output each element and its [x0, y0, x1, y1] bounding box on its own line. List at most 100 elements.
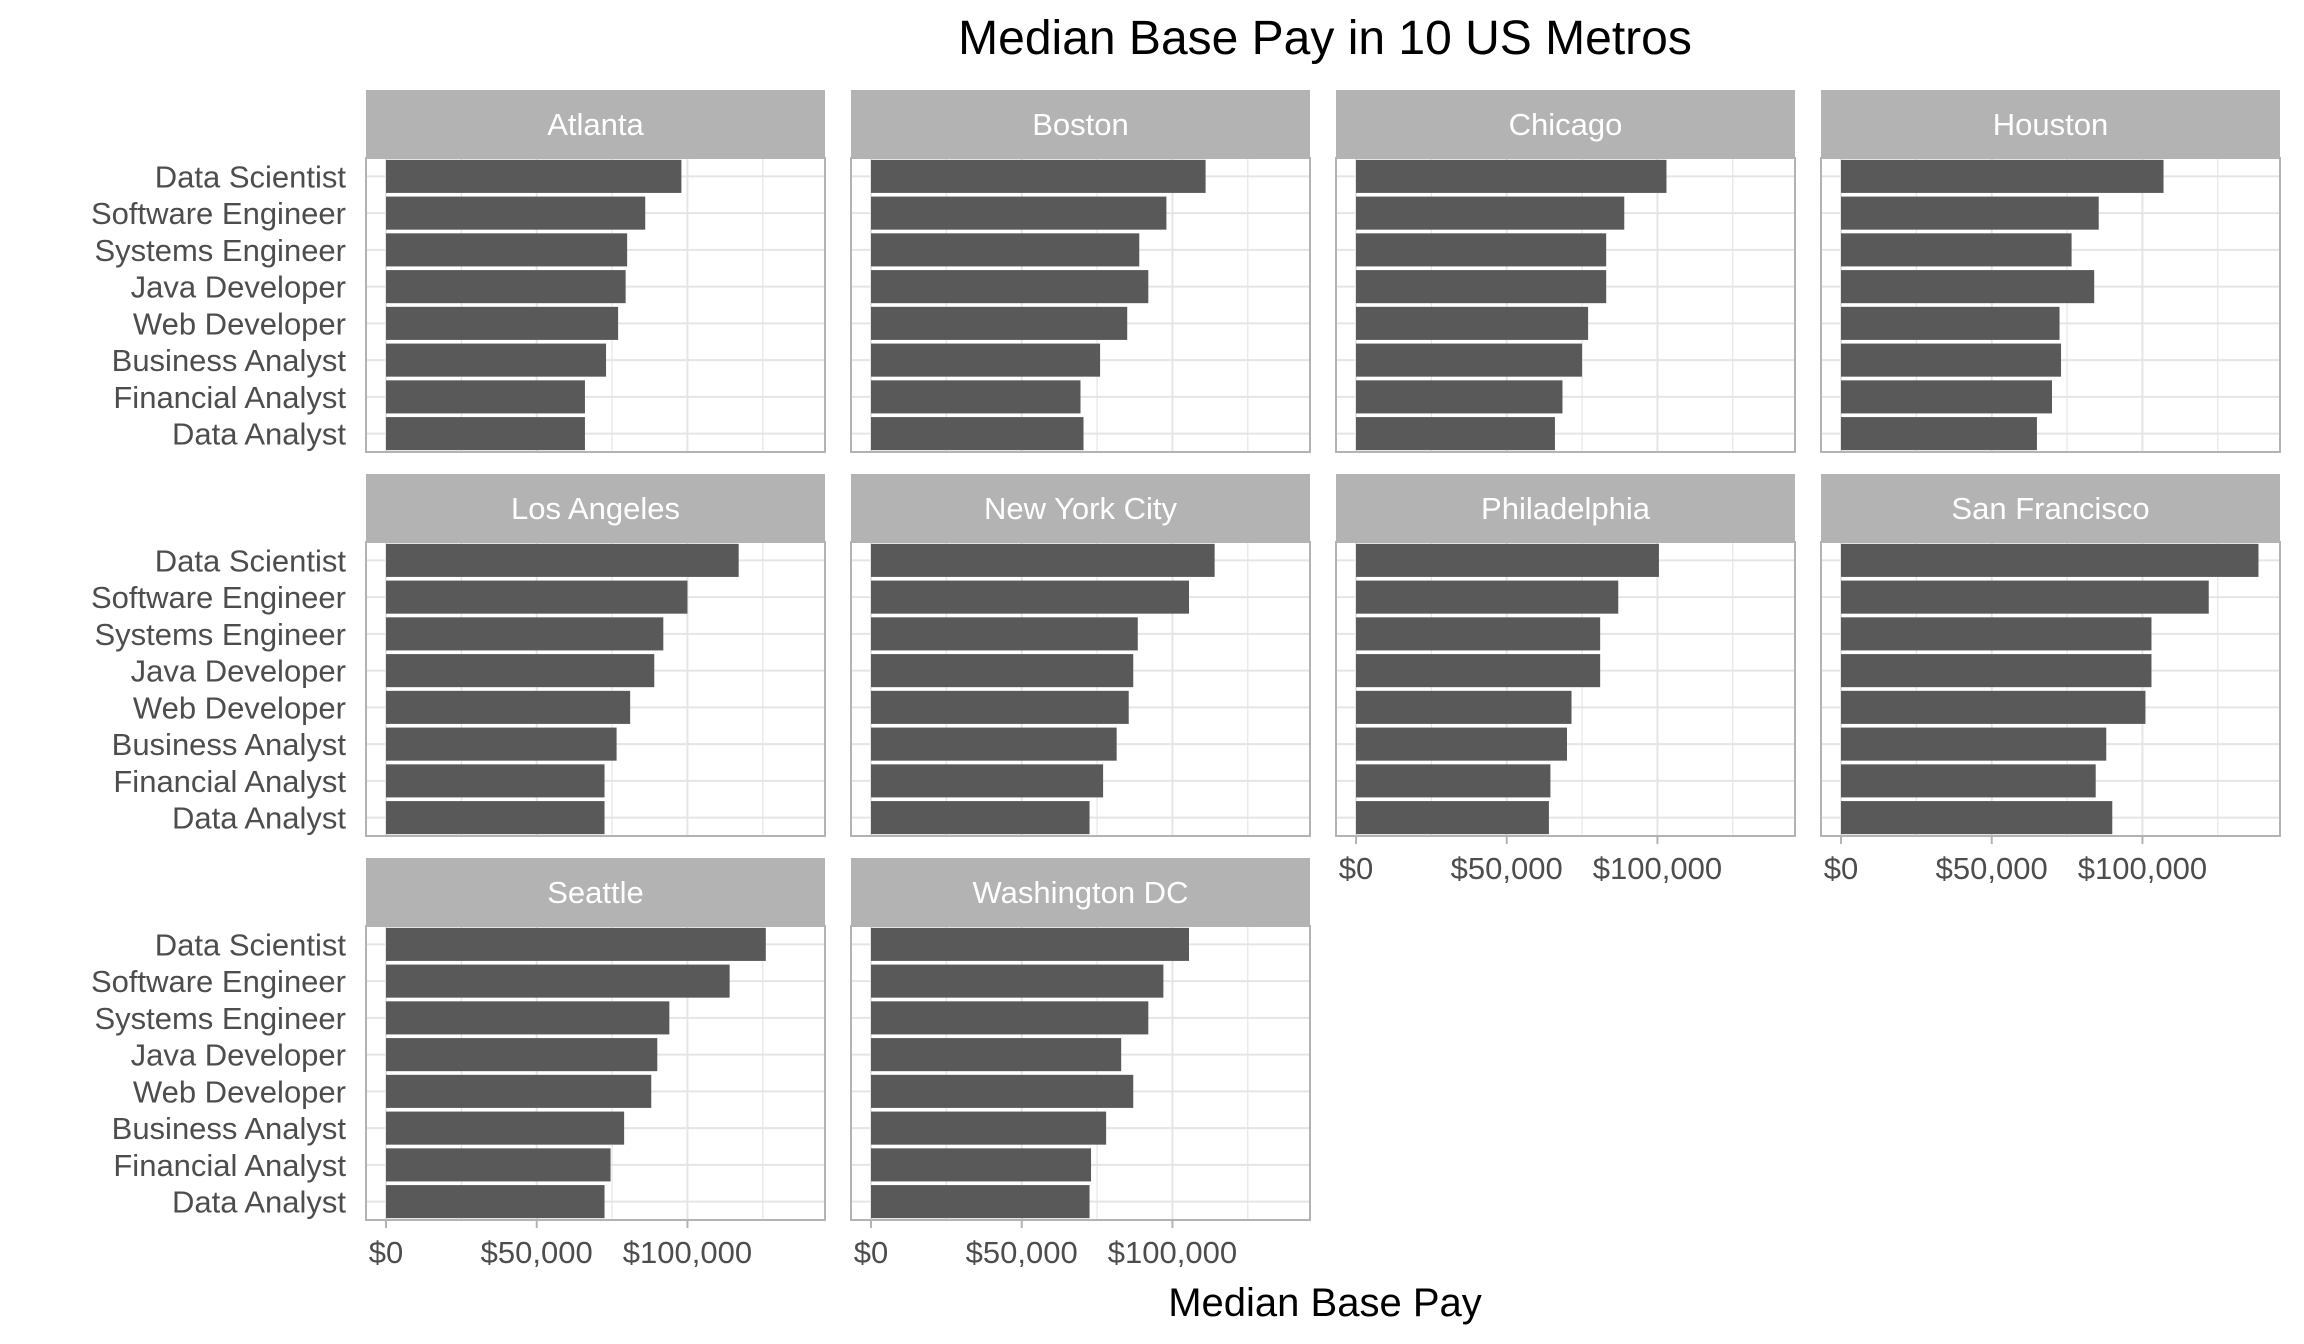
bar-business-analyst: [1356, 343, 1583, 377]
bar-systems-engineer: [871, 233, 1140, 267]
facet-strip: [1336, 474, 1795, 542]
bar-java-developer: [871, 654, 1134, 688]
facet-san-francisco: San Francisco $0 $50,000 $100,000: [1820, 474, 2281, 886]
facet-strip: [366, 474, 825, 542]
facet-label: Philadelphia: [1481, 491, 1651, 526]
y-tick-label: Business Analyst: [112, 727, 347, 762]
y-tick-label: Data Analyst: [172, 801, 346, 836]
bar-data-analyst: [871, 1185, 1090, 1219]
y-tick-label: Java Developer: [131, 270, 346, 305]
panel-border: [365, 541, 826, 837]
facet-new-york-city: New York City: [850, 474, 1311, 837]
bar-data-analyst: [386, 417, 585, 451]
y-tick-label: Data Scientist: [155, 543, 347, 578]
y-tick-label: Financial Analyst: [113, 1148, 346, 1183]
y-tick-label: Systems Engineer: [94, 617, 346, 652]
bar-java-developer: [871, 270, 1149, 304]
bar-data-analyst: [1356, 801, 1549, 835]
y-tick-label: Web Developer: [133, 306, 346, 341]
panel-border: [365, 157, 826, 453]
facet-strip: [851, 474, 1310, 542]
bar-systems-engineer: [1841, 617, 2152, 651]
bar-data-scientist: [871, 159, 1206, 193]
bar-web-developer: [871, 690, 1129, 724]
bar-software-engineer: [871, 964, 1164, 998]
bar-web-developer: [386, 690, 631, 724]
bar-web-developer: [386, 306, 619, 340]
bar-financial-analyst: [1841, 764, 2096, 798]
bar-data-scientist: [871, 543, 1215, 577]
y-tick-label: Financial Analyst: [113, 764, 346, 799]
y-tick-label: Systems Engineer: [94, 233, 346, 268]
bar-systems-engineer: [1356, 233, 1607, 267]
facet-label: Atlanta: [547, 107, 644, 142]
bar-business-analyst: [871, 727, 1117, 761]
x-tick-label: $50,000: [481, 1235, 593, 1270]
bar-systems-engineer: [386, 233, 628, 267]
panel-border: [850, 925, 1311, 1221]
panel-border: [1335, 541, 1796, 837]
x-tick-label: $50,000: [966, 1235, 1078, 1270]
bar-software-engineer: [386, 196, 646, 230]
bar-financial-analyst: [386, 1148, 611, 1182]
bar-software-engineer: [871, 196, 1167, 230]
panel-border: [850, 157, 1311, 453]
bar-software-engineer: [871, 580, 1190, 614]
bar-software-engineer: [386, 580, 688, 614]
y-tick-label: Data Analyst: [172, 417, 346, 452]
bar-business-analyst: [386, 727, 617, 761]
bar-software-engineer: [386, 964, 730, 998]
bar-business-analyst: [386, 1111, 625, 1145]
bar-systems-engineer: [871, 617, 1138, 651]
y-tick-label: Software Engineer: [91, 196, 346, 231]
facet-label: Chicago: [1509, 107, 1623, 142]
x-axis-label: Median Base Pay: [1168, 1281, 1482, 1325]
bar-financial-analyst: [1356, 380, 1563, 414]
bar-web-developer: [871, 1074, 1134, 1108]
bar-data-scientist: [386, 927, 766, 961]
facet-boston: Boston: [850, 90, 1311, 453]
bar-financial-analyst: [871, 380, 1081, 414]
bar-data-scientist: [1841, 543, 2259, 577]
x-tick-label: $0: [369, 1235, 403, 1270]
bar-financial-analyst: [871, 764, 1104, 798]
x-tick-label: $100,000: [623, 1235, 752, 1270]
y-tick-label: Data Scientist: [155, 159, 347, 194]
bar-web-developer: [1356, 690, 1572, 724]
x-tick-label: $50,000: [1451, 851, 1563, 886]
bar-financial-analyst: [1356, 764, 1551, 798]
bar-systems-engineer: [386, 617, 664, 651]
panel-border: [365, 925, 826, 1221]
bar-business-analyst: [1356, 727, 1567, 761]
facet-label: Boston: [1032, 107, 1129, 142]
y-tick-label: Java Developer: [131, 1038, 346, 1073]
bar-java-developer: [386, 1038, 658, 1072]
bar-web-developer: [1356, 306, 1589, 340]
y-tick-label: Business Analyst: [112, 1111, 347, 1146]
bar-financial-analyst: [871, 1148, 1092, 1182]
facet-strip: [366, 90, 825, 158]
bar-software-engineer: [1841, 196, 2099, 230]
y-tick-label: Data Analyst: [172, 1185, 346, 1220]
bar-java-developer: [386, 270, 626, 304]
bar-financial-analyst: [386, 764, 605, 798]
facet-strip: [1821, 90, 2280, 158]
bar-business-analyst: [871, 343, 1101, 377]
facet-label: Los Angeles: [511, 491, 680, 526]
bar-java-developer: [386, 654, 655, 688]
x-tick-label: $100,000: [1108, 1235, 1237, 1270]
y-tick-label: Financial Analyst: [113, 380, 346, 415]
bar-data-analyst: [1356, 417, 1555, 451]
bar-data-scientist: [871, 927, 1190, 961]
bar-web-developer: [1841, 690, 2146, 724]
facet-philadelphia: Philadelphia $0 $50,000 $100,000: [1335, 474, 1796, 886]
y-tick-label: Java Developer: [131, 654, 346, 689]
facet-strip: [366, 858, 825, 926]
x-tick-label: $0: [1339, 851, 1373, 886]
panel-border: [1820, 541, 2281, 837]
x-tick-label: $0: [1824, 851, 1858, 886]
bar-data-analyst: [386, 1185, 605, 1219]
bar-systems-engineer: [1356, 617, 1601, 651]
